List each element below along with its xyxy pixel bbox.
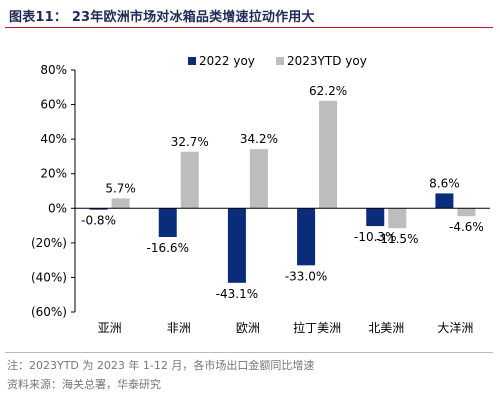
- data-label: 32.7%: [171, 135, 209, 149]
- data-label: -4.6%: [449, 220, 484, 234]
- x-tick-label: 欧洲: [236, 321, 260, 335]
- bar: [227, 208, 246, 283]
- x-tick-label: 拉丁美洲: [293, 320, 341, 335]
- title-divider: [5, 27, 493, 28]
- y-tick-label: (40%): [31, 270, 67, 284]
- y-tick-label: 0%: [48, 201, 67, 215]
- data-label: -11.5%: [376, 232, 418, 246]
- data-label: 62.2%: [309, 84, 347, 98]
- data-label: -0.8%: [81, 214, 116, 228]
- bar: [435, 193, 454, 209]
- figure-title: 图表11： 23年欧洲市场对冰箱品类增速拉动作用大: [9, 10, 315, 25]
- y-tick-label: 40%: [40, 132, 67, 146]
- data-label: -43.1%: [216, 287, 258, 301]
- y-tick-label: (60%): [31, 305, 67, 319]
- bar: [457, 208, 476, 217]
- bar: [366, 208, 385, 227]
- y-tick-label: (20%): [31, 236, 67, 250]
- footnote: 注：2023YTD 为 2023 年 1-12 月，各市场出口金额同比增速: [7, 359, 315, 372]
- y-tick-label: 20%: [40, 167, 67, 181]
- chart-legend: 2022 yoy 2023YTD yoy: [188, 54, 367, 68]
- bar: [89, 208, 108, 210]
- bar-series: [89, 100, 476, 283]
- legend-label: 2022 yoy: [199, 54, 255, 68]
- bar: [180, 151, 199, 209]
- bar: [249, 149, 268, 209]
- legend-swatch: [188, 57, 196, 65]
- source-note: 资料来源：海关总署，华泰研究: [7, 378, 161, 391]
- data-labels: -0.8% 5.7% -16.6% 32.7% -43.1% 34.2% -33.0% 62.…: [81, 84, 484, 301]
- data-label: 8.6%: [429, 176, 460, 190]
- legend-label: 2023YTD yoy: [287, 54, 367, 68]
- x-tick-label: 大洋洲: [437, 320, 473, 335]
- y-tick-label: 80%: [40, 63, 67, 77]
- bar: [319, 100, 338, 209]
- x-tick-label: 北美洲: [368, 321, 404, 335]
- x-tick-label: 亚洲: [98, 321, 122, 335]
- data-label: -33.0%: [285, 269, 327, 283]
- bar: [388, 208, 407, 229]
- data-label: 5.7%: [105, 181, 136, 195]
- y-axis: 80% 60% 40% 20% 0% (20%) (40%) (60%): [31, 63, 76, 319]
- x-axis: 亚洲 非洲 欧洲 拉丁美洲 北美洲 大洋洲: [75, 207, 490, 335]
- bar: [297, 208, 316, 266]
- bar-chart: 2022 yoy 2023YTD yoy 80% 60% 40% 20% 0% (20%) (…: [31, 54, 490, 335]
- data-label: 34.2%: [240, 132, 278, 146]
- data-label: -10.3%: [354, 230, 396, 244]
- bar: [111, 198, 130, 209]
- footer-divider: [5, 352, 493, 353]
- data-label: -16.6%: [147, 241, 189, 255]
- x-tick-label: 非洲: [167, 321, 191, 335]
- bar: [158, 208, 177, 237]
- legend-swatch: [276, 57, 284, 65]
- y-tick-label: 60%: [40, 98, 67, 112]
